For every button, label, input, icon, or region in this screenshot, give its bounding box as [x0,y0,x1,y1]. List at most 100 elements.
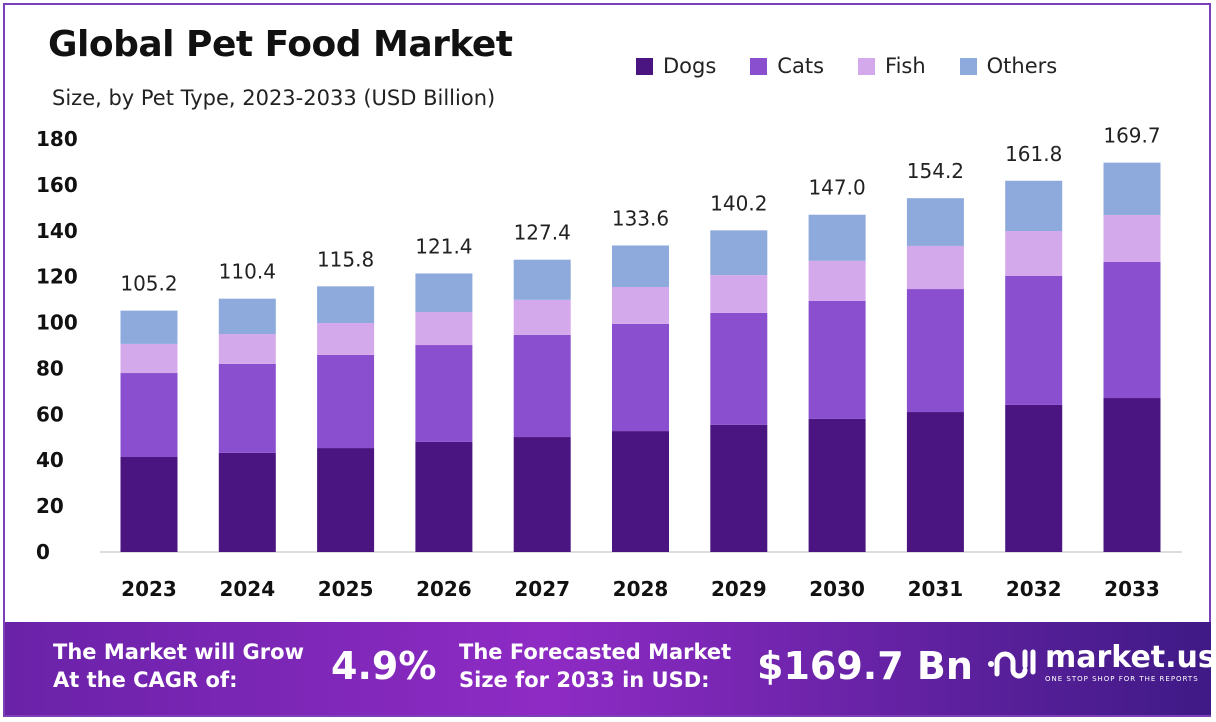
bar-dogs-2024 [218,452,276,552]
bar-dogs-2028 [612,431,669,552]
x-tick-label: 2029 [711,577,767,601]
total-label: 105.2 [120,272,177,296]
bar-fish-2023 [120,343,178,374]
bar-others-2024 [218,298,276,335]
legend-swatch [959,57,977,75]
legend-label: Others [986,54,1058,78]
y-tick-label: 160 [36,173,78,197]
bar-fish-2025 [317,323,375,355]
bar-dogs-2033 [1103,398,1161,552]
total-label: 140.2 [710,191,767,215]
bar-others-2028 [612,245,669,287]
bar-fish-2029 [710,275,768,313]
legend-swatch [858,57,876,75]
total-label: 154.2 [907,159,964,183]
bar-cats-2033 [1103,261,1161,399]
y-tick-label: 120 [36,265,78,289]
cagr-value: 4.9% [331,644,437,688]
bar-cats-2032 [1005,275,1063,405]
total-label: 169.7 [1103,124,1160,148]
bar-others-2032 [1005,180,1063,232]
bar-cats-2025 [317,354,375,449]
bar-cats-2031 [906,289,964,413]
y-tick-label: 40 [36,448,64,472]
y-tick-label: 140 [36,219,78,243]
bar-fish-2027 [513,299,571,335]
bar-cats-2026 [415,345,473,442]
legend-swatch [636,57,653,75]
logo-tagline: ONE STOP SHOP FOR THE REPORTS [1045,675,1199,683]
chart-title: Global Pet Food Market [48,24,513,65]
x-tick-label: 2033 [1104,577,1160,601]
legend-item-cats: Cats [750,54,824,78]
logo-name: market.us [1045,640,1216,675]
x-tick-label: 2031 [908,577,964,601]
x-tick-label: 2032 [1006,577,1062,601]
total-label: 110.4 [219,260,276,284]
bar-dogs-2025 [317,448,375,552]
bar-others-2023 [120,310,178,344]
bar-others-2026 [415,273,473,313]
y-tick-label: 80 [36,356,64,380]
forecast-label: The Forecasted Market Size for 2033 in U… [459,640,732,692]
y-tick-label: 60 [36,402,64,426]
legend: Dogs Cats Fish Others [636,54,1057,78]
bar-fish-2028 [612,286,669,324]
legend-label: Dogs [663,54,717,78]
forecast-value: $169.7 Bn [757,644,973,688]
x-tick-label: 2030 [809,577,865,601]
bar-others-2027 [513,259,571,300]
stacked-bar-chart: 0 20 40 60 80 100 120 140 160 180 105.2 2023 110.4 20… [36,124,1182,601]
bar-others-2031 [906,198,964,246]
bar-dogs-2032 [1005,404,1063,552]
y-tick-label: 100 [36,311,78,335]
bar-fish-2033 [1103,214,1161,262]
x-tick-label: 2026 [416,577,472,601]
total-label: 147.0 [808,176,865,200]
x-tick-label: 2025 [318,577,374,601]
bar-cats-2024 [218,363,276,453]
bar-fish-2030 [808,260,866,301]
bar-cats-2023 [120,373,178,458]
bar-fish-2031 [906,245,964,290]
legend-label: Cats [777,54,825,78]
bar-others-2029 [710,230,768,276]
y-tick-label: 180 [36,127,78,151]
legend-swatch [750,57,768,75]
bar-fish-2032 [1005,231,1063,276]
logo: market.us ONE STOP SHOP FOR THE REPORTS [985,640,1216,683]
bar-dogs-2023 [120,457,178,552]
x-tick-label: 2028 [613,577,669,601]
total-label: 161.8 [1005,142,1062,166]
bar-others-2025 [317,286,375,324]
x-tick-label: 2024 [219,577,275,601]
bar-cats-2029 [710,312,768,425]
bar-dogs-2031 [906,412,964,552]
chart-subtitle: Size, by Pet Type, 2023-2033 (USD Billio… [52,86,496,110]
total-label: 127.4 [514,221,571,245]
bar-fish-2026 [415,312,473,346]
cagr-label: The Market will Grow At the CAGR of: [53,640,304,692]
legend-label: Fish [885,54,926,78]
total-label: 133.6 [612,206,669,230]
bar-cats-2027 [513,334,571,438]
logo-icon [988,649,1036,678]
bar-others-2030 [808,214,866,261]
bar-cats-2028 [612,323,669,432]
bar-fish-2024 [218,334,276,364]
total-label: 121.4 [415,234,472,258]
bar-dogs-2029 [710,424,768,552]
y-tick-label: 20 [36,494,64,518]
x-tick-label: 2027 [514,577,570,601]
bar-dogs-2027 [513,437,571,552]
total-label: 115.8 [317,247,374,271]
bar-cats-2030 [808,300,866,419]
legend-item-others: Others [959,54,1058,78]
bar-others-2033 [1103,162,1161,215]
bar-dogs-2030 [808,418,866,552]
bar-dogs-2026 [415,441,473,552]
y-tick-label: 0 [36,540,50,564]
chart-frame [3,3,1211,717]
footer-banner: The Market will Grow At the CAGR of: 4.9… [5,622,1216,715]
legend-item-fish: Fish [858,54,926,78]
